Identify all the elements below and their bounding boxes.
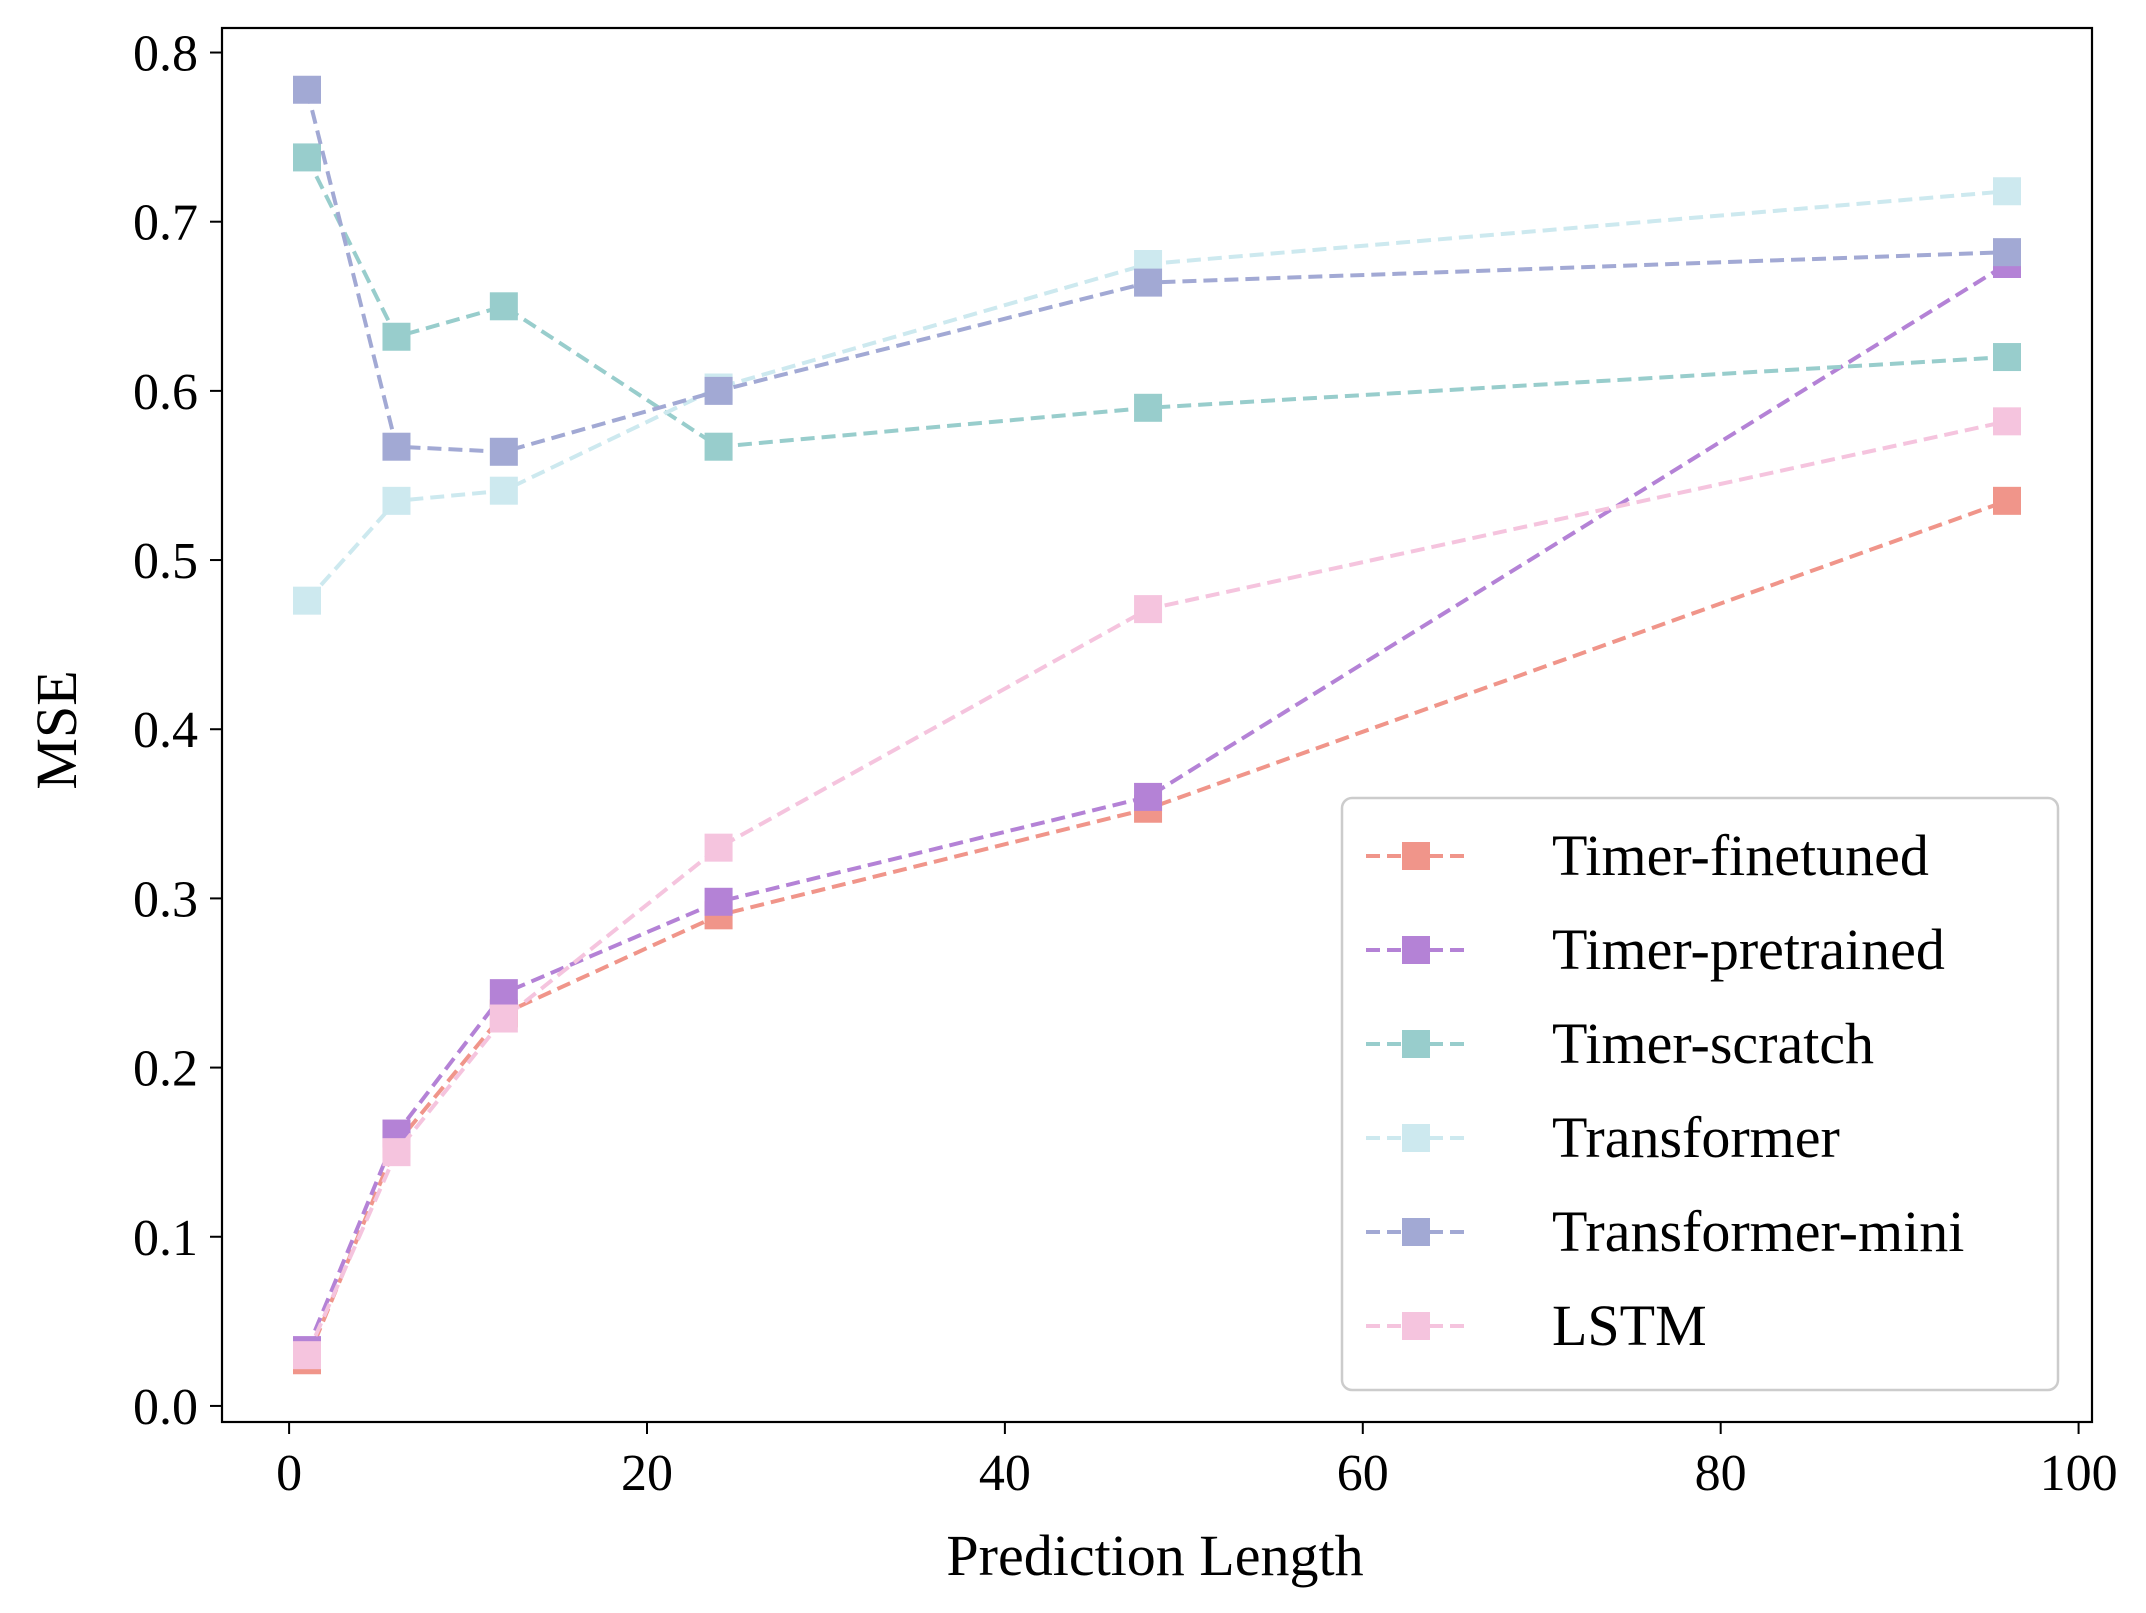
x-tick-label: 40	[979, 1445, 1031, 1502]
legend-label: Transformer-mini	[1552, 1199, 1964, 1264]
data-point-timer-scratch	[1134, 393, 1163, 422]
x-tick-label: 0	[276, 1445, 302, 1502]
series-lstm	[293, 407, 2021, 1370]
y-tick-label: 0.8	[133, 26, 198, 83]
legend-box	[1340, 796, 2060, 1392]
series-line-timer-pretrained	[305, 262, 2009, 1351]
data-point-transformer-mini	[1993, 238, 2021, 267]
y-tick-label: 0.5	[133, 533, 198, 590]
legend-item-lstm: LSTM	[1366, 1293, 1707, 1358]
data-point-timer-scratch	[704, 432, 733, 461]
data-point-timer-pretrained	[704, 887, 733, 916]
legend-marker-swatch	[1402, 1218, 1430, 1246]
data-point-transformer-mini	[382, 432, 411, 461]
data-point-transformer	[293, 586, 321, 615]
data-point-lstm	[1993, 407, 2021, 436]
legend-item-timer-scratch: Timer-scratch	[1366, 1011, 1874, 1076]
legend-label: Timer-scratch	[1552, 1011, 1874, 1076]
data-point-timer-finetuned	[1993, 486, 2021, 515]
legend-item-transformer-mini: Transformer-mini	[1366, 1199, 1964, 1264]
x-tick-label: 100	[2040, 1445, 2118, 1502]
data-point-timer-scratch	[382, 322, 411, 351]
data-point-lstm	[382, 1138, 411, 1167]
x-tick-label: 60	[1337, 1445, 1389, 1502]
series-layer	[293, 75, 2021, 1375]
data-point-lstm	[489, 1004, 518, 1033]
x-axis-label: Prediction Length	[946, 1523, 1363, 1588]
legend-marker-swatch	[1402, 842, 1430, 870]
y-axis-label: MSE	[24, 670, 89, 789]
y-tick-label: 0.7	[133, 195, 198, 252]
data-point-timer-pretrained	[489, 979, 518, 1008]
data-point-transformer-mini	[293, 75, 321, 104]
data-point-transformer-mini	[1134, 268, 1163, 297]
data-point-lstm	[704, 833, 733, 862]
series-line-timer-finetuned	[305, 498, 2008, 1362]
legend-marker-swatch	[1402, 1030, 1430, 1058]
series-line-transformer-mini	[305, 89, 2008, 454]
legend-label: LSTM	[1552, 1293, 1707, 1358]
legend-label: Timer-pretrained	[1552, 917, 1945, 982]
series-line-lstm	[305, 419, 2008, 1356]
legend-item-timer-finetuned: Timer-finetuned	[1366, 823, 1929, 888]
legend-label: Transformer	[1552, 1105, 1840, 1170]
series-line-timer-scratch	[305, 156, 2008, 449]
data-point-lstm	[293, 1341, 321, 1370]
data-point-timer-scratch	[293, 143, 321, 172]
x-tick-label: 80	[1695, 1445, 1747, 1502]
series-line-transformer	[305, 189, 2008, 602]
x-tick-label: 20	[621, 1445, 673, 1502]
y-tick-label: 0.6	[133, 364, 198, 421]
y-tick-label: 0.3	[133, 871, 198, 928]
legend-item-transformer: Transformer	[1366, 1105, 1840, 1170]
legend-marker-swatch	[1402, 936, 1430, 964]
y-tick-label: 0.2	[133, 1041, 198, 1098]
data-point-timer-pretrained	[1134, 782, 1163, 811]
data-point-timer-scratch	[1993, 343, 2021, 372]
data-point-lstm	[1134, 595, 1163, 624]
data-point-transformer-mini	[704, 376, 733, 405]
legend-marker-swatch	[1402, 1312, 1430, 1340]
plot-frame	[220, 26, 2094, 1424]
legend-marker-swatch	[1402, 1124, 1430, 1152]
data-point-transformer-mini	[489, 437, 518, 466]
x-axis: 0 20 40 60 80 100	[276, 1422, 2118, 1502]
legend-label: Timer-finetuned	[1552, 823, 1929, 888]
data-point-transformer	[1993, 177, 2021, 206]
data-point-transformer	[382, 486, 411, 515]
data-point-transformer	[489, 476, 518, 505]
y-axis: 0.0 0.1 0.2 0.3 0.4 0.5 0.6 0.7 0.8	[133, 26, 222, 1436]
legend-item-timer-pretrained: Timer-pretrained	[1366, 917, 1945, 982]
data-point-timer-scratch	[489, 292, 518, 321]
y-tick-label: 0.1	[133, 1210, 198, 1267]
legend: Timer-finetuned Timer-pretrained Timer-scr…	[1340, 796, 2060, 1392]
series-transformer-mini	[293, 75, 2021, 466]
y-tick-label: 0.4	[133, 702, 198, 759]
y-tick-label: 0.0	[133, 1379, 198, 1436]
series-timer-scratch	[293, 143, 2021, 461]
